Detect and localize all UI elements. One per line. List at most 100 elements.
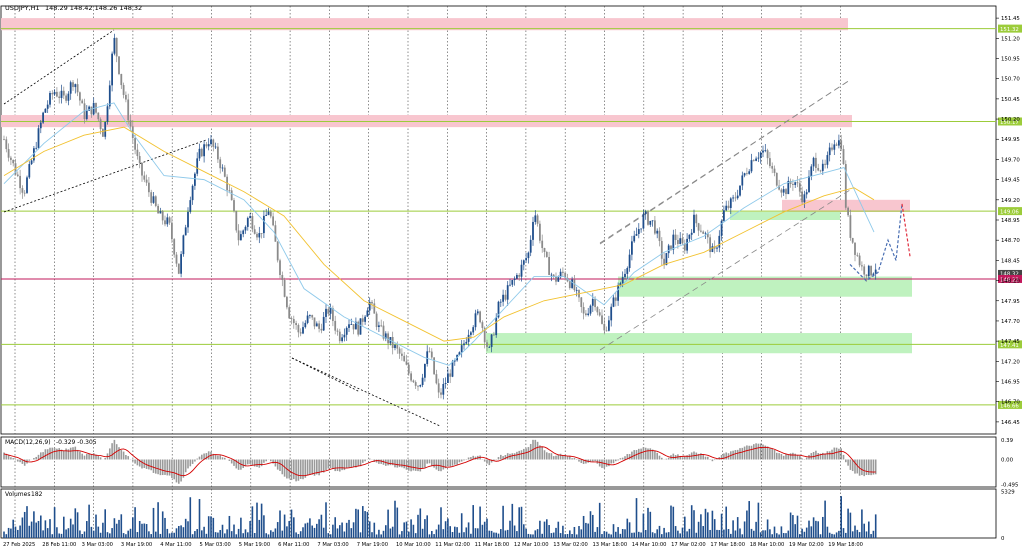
candle-body <box>113 37 116 54</box>
macd-histogram-bar <box>516 451 518 460</box>
macd-histogram-bar <box>621 457 624 460</box>
volume-bar <box>828 532 831 538</box>
macd-histogram-bar <box>182 459 185 478</box>
macd-histogram-bar <box>564 454 566 460</box>
macd-histogram-bar <box>171 459 173 479</box>
macd-histogram-bar <box>451 459 454 466</box>
macd-histogram-bar <box>734 450 737 460</box>
macd-histogram-bar <box>741 447 744 460</box>
macd-histogram-bar <box>792 452 794 460</box>
candle-body <box>716 247 718 249</box>
candle-body <box>734 197 737 199</box>
volume-bar <box>23 511 26 538</box>
volume-bar <box>249 521 251 538</box>
candle-body <box>276 241 279 261</box>
macd-histogram-bar <box>502 456 504 460</box>
macd-histogram-bar <box>403 459 405 469</box>
trendline[interactable] <box>291 357 361 393</box>
macd-histogram-bar <box>327 459 330 469</box>
macd-histogram-bar <box>251 459 254 466</box>
candle-body <box>559 271 562 278</box>
macd-histogram-bar <box>642 447 645 460</box>
volume-bar <box>651 532 654 538</box>
volume-bar <box>872 530 875 538</box>
macd-histogram-bar <box>713 459 716 461</box>
candle-body <box>785 189 787 195</box>
macd-histogram-bar <box>536 441 539 460</box>
candle-body <box>5 139 8 150</box>
macd-histogram-bar <box>849 459 852 470</box>
price-axis[interactable]: 151.32150.17149.06147.41146.66148.32148.… <box>996 16 1022 426</box>
candle-body <box>417 385 419 387</box>
macd-histogram-bar <box>513 453 516 460</box>
x-tick-label: 5 Mar 19:00 <box>239 542 270 548</box>
candle-body <box>99 119 102 130</box>
macd-histogram-bar <box>562 454 564 460</box>
candle-body <box>161 211 164 221</box>
macd-histogram-bar <box>559 453 562 460</box>
macd-histogram-bar <box>497 457 500 460</box>
y-tick-label: 151.20 <box>1001 36 1020 42</box>
candle-body <box>771 166 774 169</box>
macd-histogram-bar <box>440 459 442 472</box>
candle-body <box>497 301 500 318</box>
y-tick-label: 146.70 <box>1001 400 1020 406</box>
candle-body <box>292 319 295 324</box>
macd-histogram-bar <box>12 458 14 460</box>
candle-body <box>541 240 544 249</box>
candle-body <box>769 158 771 167</box>
trendline[interactable] <box>291 357 441 427</box>
macd-histogram-bar <box>483 459 486 462</box>
candle-body <box>729 198 732 208</box>
volume-bar <box>53 507 56 538</box>
macd-histogram-bar <box>601 459 603 468</box>
macd-histogram-bar <box>414 459 417 471</box>
volume-bar <box>506 529 509 538</box>
volume-bar <box>483 521 486 538</box>
x-tick-label: 5 Mar 03:00 <box>200 542 231 548</box>
volume-bar <box>63 516 65 538</box>
volumes-title: Volumes <box>5 491 30 498</box>
candle-body <box>177 263 180 274</box>
candle-body <box>589 305 592 314</box>
volume-bar <box>575 534 578 538</box>
volume-bar <box>619 533 622 538</box>
macd-histogram-bar <box>67 449 70 460</box>
volume-bar <box>182 527 185 538</box>
volume-bar <box>874 514 877 538</box>
volume-bar <box>826 526 829 538</box>
macd-histogram-bar <box>824 453 826 460</box>
macd-histogram-bar <box>732 450 734 460</box>
candle-body <box>286 296 288 308</box>
macd-histogram-bar <box>297 459 300 481</box>
volume-bar <box>824 500 826 538</box>
macd-histogram-bar <box>329 459 332 468</box>
volume-bar <box>371 532 373 538</box>
candle-body <box>21 188 24 193</box>
candle-body <box>424 363 426 378</box>
macd-histogram-bar <box>626 454 629 460</box>
trendlines[interactable] <box>3 29 851 427</box>
candle-body <box>518 274 521 277</box>
volume-bar <box>667 532 670 538</box>
x-tick-label: 28 Feb 11:00 <box>42 542 76 548</box>
candle-body <box>175 254 178 264</box>
candle-body <box>520 264 523 277</box>
macd-histogram-bar <box>265 459 267 462</box>
candle-body <box>660 240 663 259</box>
candle-body <box>263 215 265 234</box>
horizontal-levels[interactable] <box>1 28 996 406</box>
x-tick-label: 14 Mar 10:00 <box>632 542 667 548</box>
candle-body <box>97 112 100 120</box>
macd-y-tick-label: 0.00 <box>1001 458 1014 464</box>
candle-body <box>350 324 353 325</box>
volume-bar <box>141 523 143 538</box>
candle-body <box>442 383 445 395</box>
volume-bar <box>180 525 182 538</box>
volume-bar <box>26 506 28 538</box>
macd-histogram-bar <box>168 459 171 476</box>
volume-bar <box>635 498 638 538</box>
volume-bar <box>677 530 679 538</box>
macd-histogram-bar <box>785 454 787 460</box>
